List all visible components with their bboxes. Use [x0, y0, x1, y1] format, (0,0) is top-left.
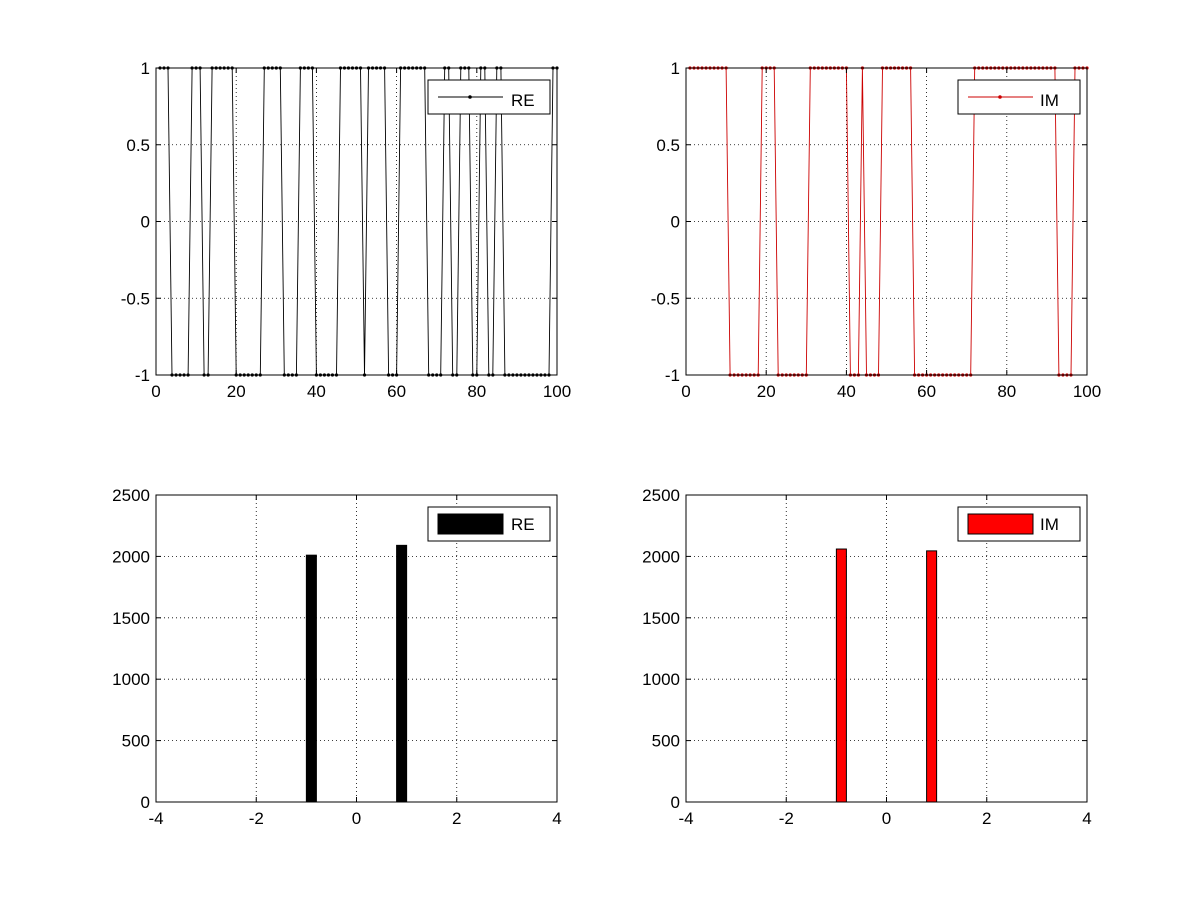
im-plot-x-tick-label: 100 — [1073, 382, 1101, 401]
re-hist-y-tick-label: 2500 — [112, 486, 150, 505]
im-hist-y-tick-label: 2500 — [642, 486, 680, 505]
im-plot-legend-marker — [998, 95, 1002, 99]
im-hist-y-tick-label: 0 — [671, 793, 680, 812]
im-plot-x-tick-label: 80 — [997, 382, 1016, 401]
re-hist-y-tick-label: 0 — [141, 793, 150, 812]
im-plot-y-tick-label: -0.5 — [651, 289, 680, 308]
im-hist-bar — [926, 550, 938, 803]
re-plot-y-tick-label: 0 — [141, 213, 150, 232]
re-hist-y-tick-label: 1500 — [112, 609, 150, 628]
re-hist-axes-background — [156, 495, 557, 802]
re-plot-x-tick-label: 60 — [387, 382, 406, 401]
re-hist-x-tick-label: -4 — [148, 809, 163, 828]
im-plot-x-tick-label: 0 — [681, 382, 690, 401]
re-plot-x-tick-label: 40 — [307, 382, 326, 401]
im-plot-x-tick-label: 40 — [837, 382, 856, 401]
re-hist-bar — [396, 544, 408, 803]
im-hist-legend-label: IM — [1040, 515, 1059, 534]
re-hist-x-tick-label: 2 — [452, 809, 461, 828]
im-hist-legend-swatch — [967, 513, 1034, 535]
re-hist-x-tick-label: 4 — [552, 809, 561, 828]
re-histogram: -4 -2 0 2 4 0 500 1000 1500 2000 2500 RE — [112, 486, 562, 828]
im-hist-x-tick-label: -2 — [779, 809, 794, 828]
im-hist-axes-background — [686, 495, 1087, 802]
re-time-plot: 0 20 40 60 80 100 -1 -0.5 0 0.5 1 RE — [121, 59, 571, 401]
im-histogram: -4 -2 0 2 4 0 500 1000 1500 2000 2500 IM — [642, 486, 1092, 828]
re-hist-legend-swatch — [437, 513, 504, 535]
re-hist-x-tick-label: -2 — [249, 809, 264, 828]
im-plot-x-tick-label: 20 — [757, 382, 776, 401]
re-plot-legend-label: RE — [511, 91, 535, 110]
im-hist-x-tick-label: 0 — [882, 809, 891, 828]
re-plot-x-tick-label: 20 — [227, 382, 246, 401]
im-hist-x-tick-label: 4 — [1082, 809, 1091, 828]
re-hist-y-tick-label: 500 — [122, 732, 150, 751]
im-plot-x-tick-label: 60 — [917, 382, 936, 401]
im-plot-y-tick-label: 0 — [671, 213, 680, 232]
im-plot-y-tick-label: -1 — [665, 366, 680, 385]
im-hist-y-tick-label: 1000 — [642, 670, 680, 689]
im-hist-bar — [835, 548, 847, 803]
im-hist-x-tick-label: -4 — [678, 809, 693, 828]
im-plot-y-tick-label: 0.5 — [656, 136, 680, 155]
im-plot-legend-label: IM — [1040, 91, 1059, 110]
re-plot-y-tick-label: -0.5 — [121, 289, 150, 308]
im-hist-y-tick-label: 1500 — [642, 609, 680, 628]
re-plot-x-tick-label: 0 — [151, 382, 160, 401]
re-hist-y-tick-label: 1000 — [112, 670, 150, 689]
re-plot-y-tick-label: 0.5 — [126, 136, 150, 155]
im-hist-y-tick-label: 2000 — [642, 547, 680, 566]
re-hist-x-tick-label: 0 — [352, 809, 361, 828]
re-hist-bar — [305, 554, 317, 803]
im-hist-y-tick-label: 500 — [652, 732, 680, 751]
im-time-plot: 0 20 40 60 80 100 -1 -0.5 0 0.5 1 IM — [651, 59, 1101, 401]
re-plot-x-tick-label: 100 — [543, 382, 571, 401]
re-hist-y-tick-label: 2000 — [112, 547, 150, 566]
re-plot-y-tick-label: 1 — [141, 59, 150, 78]
im-hist-x-tick-label: 2 — [982, 809, 991, 828]
re-plot-legend-marker — [468, 95, 472, 99]
re-plot-x-tick-label: 80 — [467, 382, 486, 401]
im-plot-y-tick-label: 1 — [671, 59, 680, 78]
re-hist-legend-label: RE — [511, 515, 535, 534]
re-plot-y-tick-label: -1 — [135, 366, 150, 385]
